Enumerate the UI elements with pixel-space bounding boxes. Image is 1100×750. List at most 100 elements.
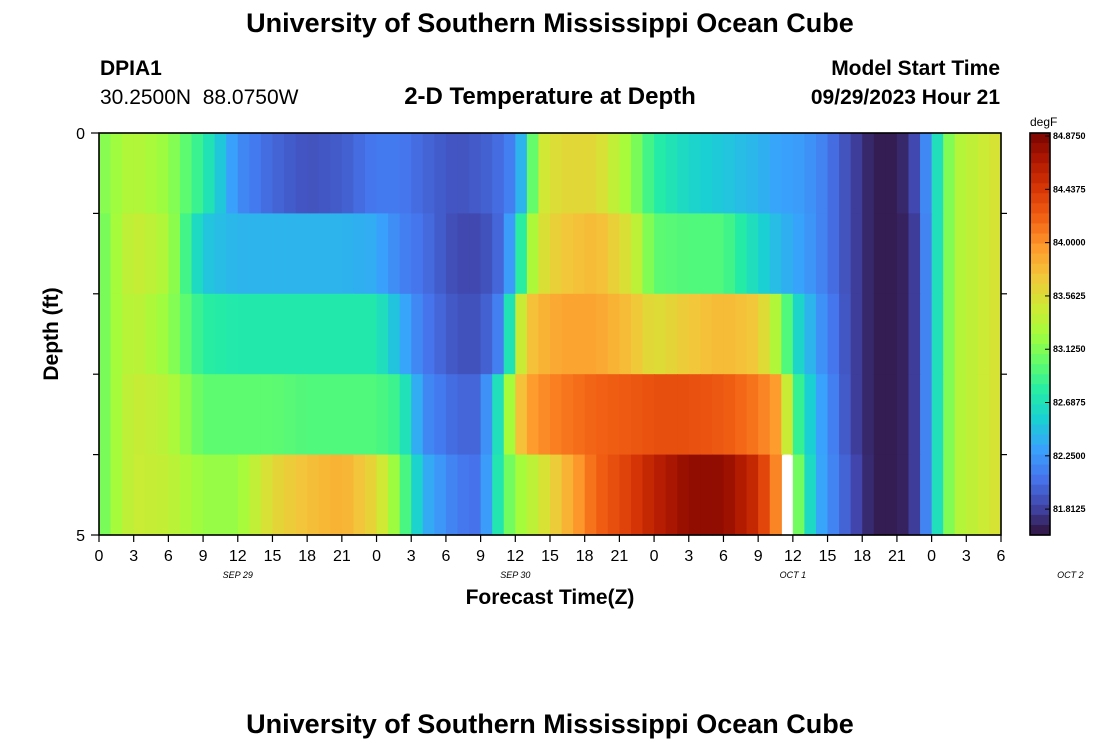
heatmap-cell	[168, 293, 181, 375]
heatmap-cell	[688, 213, 701, 295]
heatmap-cell	[920, 133, 933, 214]
station-coordinates: 30.2500N 88.0750W	[100, 86, 299, 109]
heatmap-cell	[341, 293, 355, 375]
heatmap-cell	[492, 133, 505, 214]
heatmap-cell	[735, 213, 748, 295]
heatmap-cell	[364, 213, 378, 295]
colorbar-segment	[1030, 484, 1050, 496]
heatmap-cell	[330, 213, 343, 295]
heatmap-cell	[584, 293, 597, 375]
heatmap-cell	[931, 374, 944, 456]
heatmap-cell	[735, 293, 748, 375]
heatmap-cell	[526, 374, 540, 456]
heatmap-cell	[480, 133, 493, 214]
heatmap-cell	[480, 374, 493, 456]
heatmap-cell	[295, 293, 308, 375]
heatmap-cell	[480, 293, 493, 375]
heatmap-cell	[330, 374, 343, 456]
x-tick-label: 3	[129, 548, 138, 565]
colorbar-tick-label: 84.8750	[1053, 131, 1086, 141]
heatmap-cell	[850, 133, 863, 214]
heatmap-cell	[977, 374, 991, 456]
heatmap-cell	[272, 213, 285, 295]
heatmap-cell	[272, 374, 285, 456]
heatmap-cell	[769, 454, 782, 536]
heatmap-cell	[249, 454, 262, 536]
plot-subtitle: 2-D Temperature at Depth	[404, 83, 696, 110]
x-tick-label: 3	[684, 548, 693, 565]
heatmap-cell	[943, 293, 956, 375]
heatmap-cell	[179, 374, 193, 456]
heatmap-cell	[561, 293, 574, 375]
heatmap-cell	[272, 454, 285, 536]
colorbar-segment	[1030, 364, 1050, 375]
heatmap-cell	[145, 293, 158, 375]
heatmap-cell	[110, 293, 123, 375]
heatmap-cell	[561, 213, 574, 295]
heatmap-cell	[318, 213, 331, 295]
heatmap-cell	[145, 213, 158, 295]
colorbar-tick-label: 82.2500	[1053, 451, 1086, 461]
heatmap-cell	[839, 133, 852, 214]
heatmap-cell	[758, 454, 771, 536]
heatmap-cell	[850, 454, 863, 536]
heatmap-cell	[469, 213, 482, 295]
heatmap-cell	[133, 374, 146, 456]
heatmap-cell	[873, 213, 886, 295]
heatmap-cell	[538, 374, 551, 456]
heatmap-cell	[584, 374, 597, 456]
colorbar: 84.8750 84.4375 84.0000 83.5625 83.1250 82.68…	[1029, 131, 1086, 536]
heatmap-cell	[492, 213, 505, 295]
heatmap-cell	[827, 293, 840, 375]
heatmap-cell	[573, 133, 586, 214]
heatmap-cell	[642, 454, 655, 536]
heatmap-cell	[434, 133, 447, 214]
heatmap-cell	[550, 293, 563, 375]
x-tick-label: 18	[853, 548, 871, 565]
heatmap-cell	[943, 374, 956, 456]
heatmap-cell	[573, 454, 586, 536]
heatmap-cell	[168, 454, 181, 536]
x-tick-label: 15	[264, 548, 282, 565]
heatmap-cell	[457, 293, 470, 375]
heatmap-cell	[781, 213, 794, 295]
colorbar-tick-label: 81.8125	[1053, 504, 1086, 514]
x-tick-label: 6	[719, 548, 728, 565]
heatmap-cell	[735, 374, 748, 456]
heatmap-cell	[295, 133, 308, 214]
heatmap-cell	[122, 454, 135, 536]
heatmap-cell	[573, 374, 586, 456]
heatmap-cell	[422, 454, 435, 536]
x-tick-label: 6	[164, 548, 173, 565]
missing-data-cell	[783, 454, 791, 536]
heatmap-cell	[260, 293, 274, 375]
heatmap-cell	[954, 133, 967, 214]
heatmap-cell	[515, 454, 528, 536]
heatmap-cell	[804, 374, 817, 456]
heatmap-cell	[827, 133, 840, 214]
heatmap-cell	[122, 213, 135, 295]
heatmap-cell	[908, 293, 921, 375]
heatmap-cell	[411, 213, 424, 295]
heatmap-cell	[781, 133, 794, 214]
heatmap-cell	[630, 293, 644, 375]
heatmap-cell	[341, 374, 355, 456]
heatmap-cell	[457, 133, 470, 214]
heatmap-cell	[642, 374, 655, 456]
x-tick-label: 0	[372, 548, 381, 565]
heatmap-cell	[989, 293, 1002, 375]
colorbar-segment	[1030, 193, 1050, 204]
x-tick-label: 3	[407, 548, 416, 565]
heatmap-cell	[237, 293, 250, 375]
x-tick-label: 9	[476, 548, 485, 565]
heatmap-cell	[307, 293, 320, 375]
heatmap-cell	[665, 293, 678, 375]
heatmap-cell	[526, 454, 540, 536]
heatmap-cell	[237, 374, 250, 456]
heatmap-cell	[862, 213, 875, 295]
heatmap-cell	[156, 374, 169, 456]
heatmap-cell	[318, 454, 331, 536]
x-tick-label: 9	[754, 548, 763, 565]
heatmap-cell	[873, 374, 886, 456]
heatmap-cell	[179, 293, 193, 375]
